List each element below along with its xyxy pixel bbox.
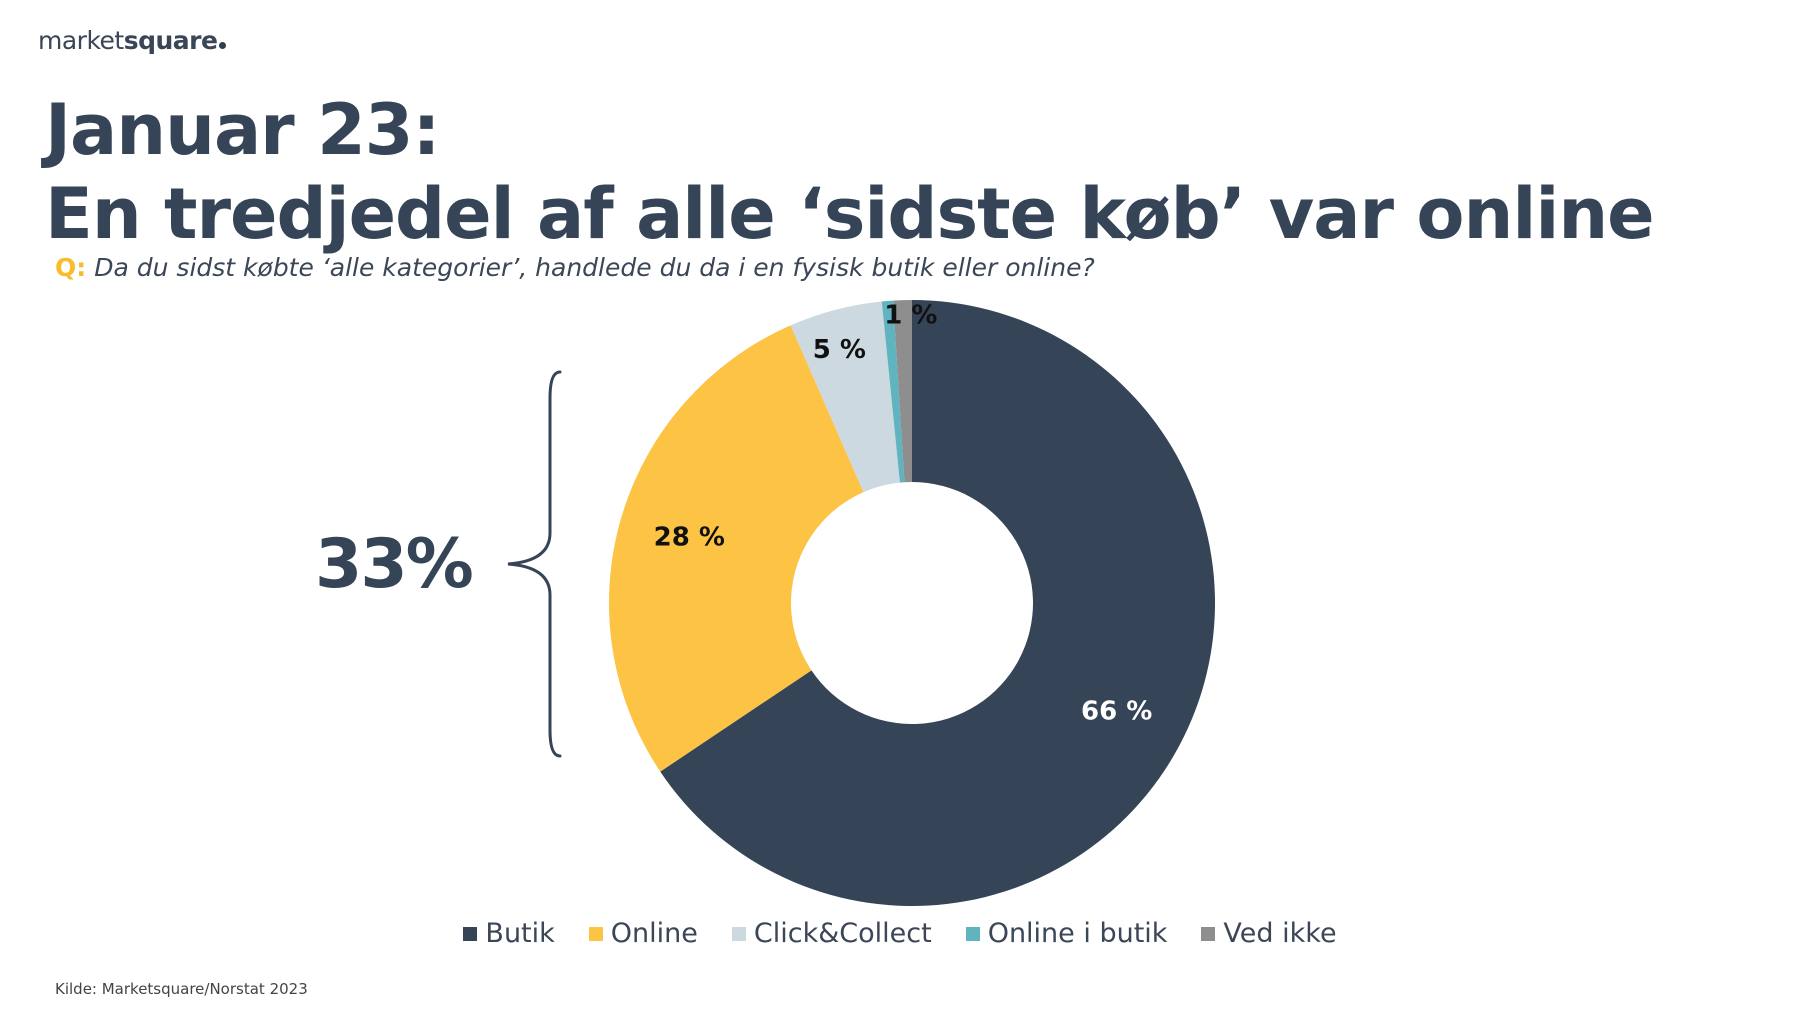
page-title: Januar 23: En tredjedel af alle ‘sidste … [45,88,1655,256]
legend-item-butik: Butik [463,918,555,949]
logo-text-light: market [38,26,124,55]
data-label-click-collect: 5 % [813,335,866,365]
donut-chart: 66 % 28 % 5 % 1 % [609,300,1215,906]
slice-click-collect [790,301,900,493]
legend-item-click-collect: Click&Collect [731,918,932,949]
slice-ved-ikke [893,300,912,483]
brand-logo: marketsquare [38,26,227,55]
data-label-butik: 66 % [1081,697,1152,727]
chart-legend: Butik Online Click&Collect Online i butik Ve… [0,918,1800,949]
curly-brace-icon [507,370,562,758]
online-share-callout: 33% [315,525,474,604]
survey-question: Q: Da du sidst købte ‘alle kategorier’, h… [55,253,1095,282]
legend-swatch [731,926,746,941]
legend-item-online-i-butik: Online i butik [965,918,1168,949]
logo-dot-icon [219,42,227,49]
slice-butik [660,300,1215,906]
legend-swatch [588,926,603,941]
slice-online-i-butik [881,300,905,483]
legend-label: Online [610,918,698,949]
slice-online [609,325,864,772]
legend-item-online: Online [588,918,698,949]
legend-swatch [1201,926,1216,941]
title-line-2: En tredjedel af alle ‘sidste køb’ var on… [45,173,1655,255]
legend-item-ved-ikke: Ved ikke [1201,918,1337,949]
legend-label: Online i butik [987,918,1168,949]
data-label-ved-ikke: 1 % [884,301,937,331]
question-text: Da du sidst købte ‘alle kategorier’, han… [94,253,1095,282]
data-label-online: 28 % [654,522,725,552]
legend-label: Ved ikke [1223,918,1337,949]
question-prefix: Q: [55,253,87,282]
title-line-1: Januar 23: [45,89,440,171]
source-note: Kilde: Marketsquare/Norstat 2023 [55,980,308,998]
legend-swatch [463,926,478,941]
legend-label: Butik [485,918,555,949]
legend-label: Click&Collect [753,918,932,949]
legend-swatch [965,926,980,941]
logo-text-bold: square [123,26,218,55]
